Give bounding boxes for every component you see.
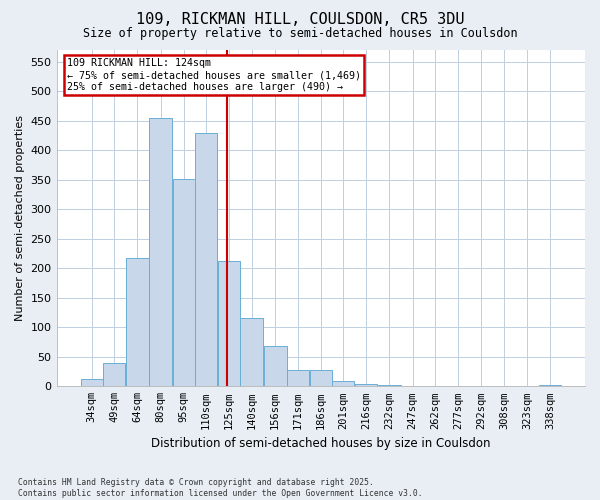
Text: 109 RICKMAN HILL: 124sqm
← 75% of semi-detached houses are smaller (1,469)
25% o: 109 RICKMAN HILL: 124sqm ← 75% of semi-d… xyxy=(67,58,361,92)
Bar xyxy=(355,384,377,386)
Text: Size of property relative to semi-detached houses in Coulsdon: Size of property relative to semi-detach… xyxy=(83,28,517,40)
Bar xyxy=(287,370,309,386)
Bar xyxy=(173,178,194,386)
Bar xyxy=(310,370,332,386)
Text: Contains HM Land Registry data © Crown copyright and database right 2025.
Contai: Contains HM Land Registry data © Crown c… xyxy=(18,478,422,498)
Bar xyxy=(149,118,172,386)
Bar xyxy=(539,384,561,386)
Bar xyxy=(103,362,125,386)
Y-axis label: Number of semi-detached properties: Number of semi-detached properties xyxy=(15,115,25,321)
X-axis label: Distribution of semi-detached houses by size in Coulsdon: Distribution of semi-detached houses by … xyxy=(151,437,491,450)
Bar xyxy=(264,346,287,387)
Text: 109, RICKMAN HILL, COULSDON, CR5 3DU: 109, RICKMAN HILL, COULSDON, CR5 3DU xyxy=(136,12,464,28)
Bar xyxy=(195,132,217,386)
Bar xyxy=(80,379,103,386)
Bar xyxy=(218,260,240,386)
Bar xyxy=(241,318,263,386)
Bar xyxy=(126,258,149,386)
Bar xyxy=(332,381,355,386)
Bar xyxy=(377,385,401,386)
